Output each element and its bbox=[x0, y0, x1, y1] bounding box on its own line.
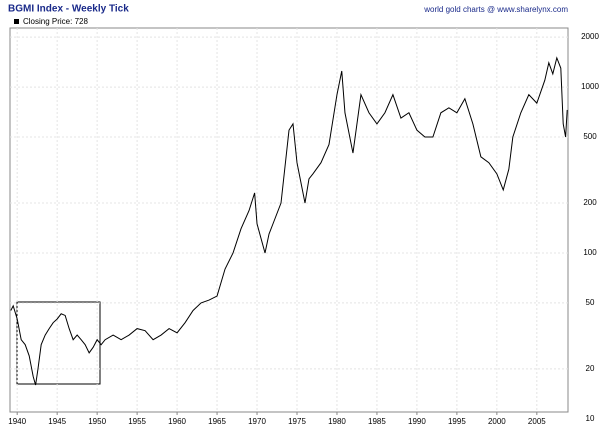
x-tick-label: 1955 bbox=[128, 417, 146, 426]
x-tick-label: 1940 bbox=[8, 417, 26, 426]
price-line bbox=[10, 56, 568, 386]
legend-label: Closing Price: 728 bbox=[23, 17, 88, 26]
x-tick-label: 1970 bbox=[248, 417, 266, 426]
y-tick-label: 10 bbox=[586, 414, 595, 423]
x-tick-label: 1960 bbox=[168, 417, 186, 426]
x-tick-label: 1975 bbox=[288, 417, 306, 426]
x-tick-label: 1945 bbox=[48, 417, 66, 426]
y-tick-label: 20 bbox=[586, 364, 595, 373]
chart-title: BGMI Index - Weekly Tick bbox=[8, 4, 129, 15]
x-tick-label: 1995 bbox=[448, 417, 466, 426]
legend-swatch bbox=[14, 19, 19, 24]
y-tick-label: 200 bbox=[583, 198, 597, 207]
x-tick-label: 1990 bbox=[408, 417, 426, 426]
x-tick-label: 2005 bbox=[528, 417, 546, 426]
x-tick-label: 1965 bbox=[208, 417, 226, 426]
x-tick-label: 1980 bbox=[328, 417, 346, 426]
x-tick-label: 2000 bbox=[488, 417, 506, 426]
y-tick-label: 2000 bbox=[581, 32, 599, 41]
y-tick-label: 1000 bbox=[581, 82, 599, 91]
x-tick-label: 1950 bbox=[88, 417, 106, 426]
chart-subtitle: world gold charts @ www.sharelynx.com bbox=[423, 5, 568, 14]
plot-frame bbox=[9, 27, 569, 413]
x-tick-label: 1985 bbox=[368, 417, 386, 426]
y-tick-label: 100 bbox=[583, 248, 597, 257]
y-tick-label: 500 bbox=[583, 132, 597, 141]
y-tick-label: 50 bbox=[586, 298, 595, 307]
